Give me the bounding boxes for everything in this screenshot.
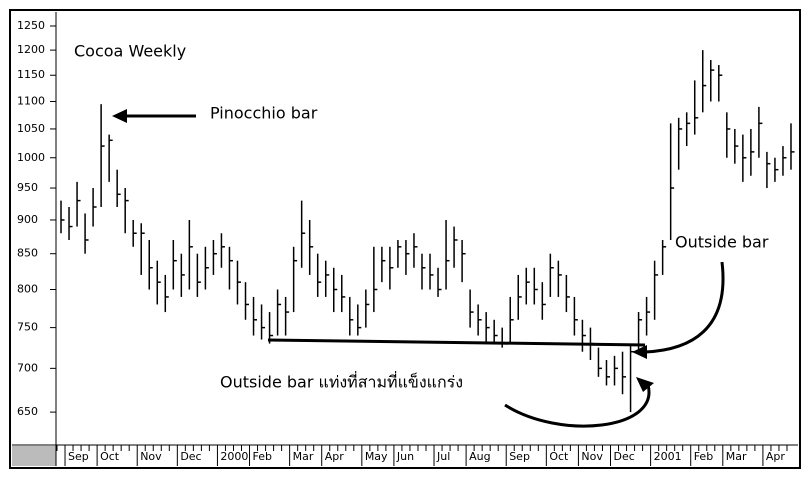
x-tick-label: Sep [68,450,89,463]
x-tick-label: Aug [469,450,490,463]
x-tick-label: May [365,450,388,463]
y-tick-label: 1150 [17,68,45,81]
annotation: Outside bar แท่งที่สามที่แข็งแกร่ง [220,371,463,392]
x-tick-label: Dec [180,450,201,463]
x-tick-label: Feb [253,450,272,463]
corner-box [12,446,56,466]
x-tick-label: Jun [396,450,414,463]
y-tick-label: 1200 [17,43,45,56]
y-tick-label: 800 [17,283,38,296]
x-tick-label: Apr [325,450,345,463]
y-tick-label: 950 [17,181,38,194]
x-tick-label: Dec [614,450,635,463]
arrowheads [112,109,654,392]
x-tick-label: Apr [766,450,786,463]
x-tick-label: Mar [726,450,747,463]
trend-line [267,338,646,347]
x-tick-label: Mar [293,450,314,463]
y-tick-label: 900 [17,213,38,226]
x-tick-label: 2000 [220,450,248,463]
y-tick-label: 700 [17,361,38,374]
y-tick-label: 850 [17,247,38,260]
x-tick-label: Oct [549,450,569,463]
x-tick-label: Feb [694,450,713,463]
x-tick-label: Nov [581,450,603,463]
y-tick-label: 1100 [17,94,45,107]
x-tick-label: Jul [436,450,450,463]
arrows [125,114,725,428]
y-tick-label: 1250 [17,19,45,32]
y-tick-label: 1050 [17,122,45,135]
chart-title: Cocoa Weekly [74,42,186,61]
x-tick-label: Sep [509,450,530,463]
y-tick-label: 650 [17,405,38,418]
annotation: Pinocchio bar [210,104,318,123]
outer-frame [9,9,801,469]
annotation: Outside bar [675,233,769,252]
x-tick-label: Oct [100,450,120,463]
x-tick-label: Nov [140,450,162,463]
y-tick-label: 750 [17,321,38,334]
x-tick-label: 2001 [654,450,682,463]
y-tick-label: 1000 [17,151,45,164]
